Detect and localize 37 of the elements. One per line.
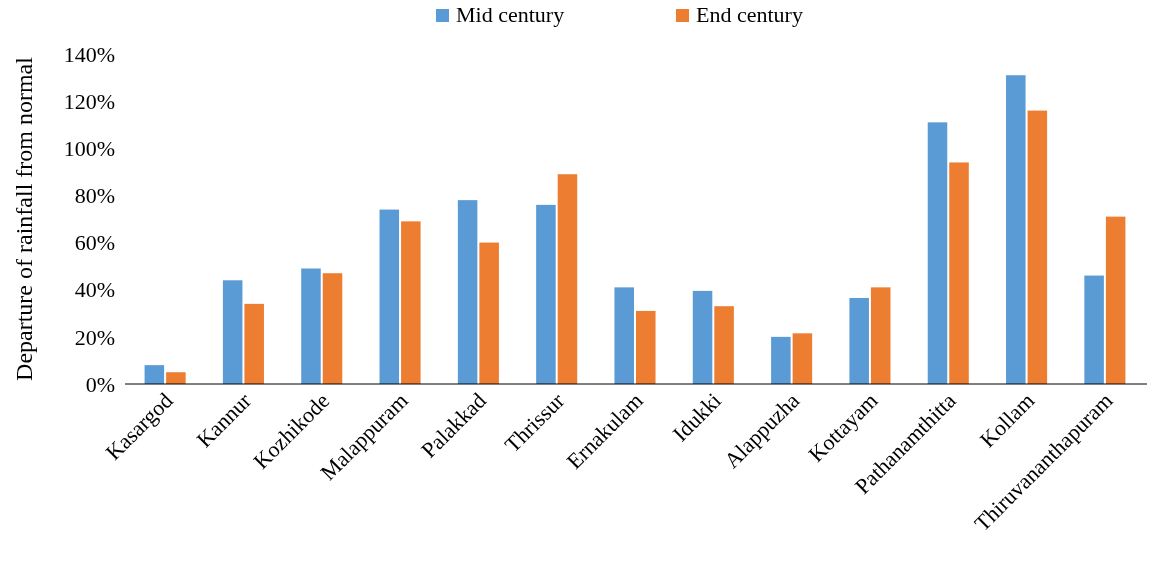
bar <box>222 280 243 384</box>
y-tick-label: 40% <box>74 277 115 303</box>
y-tick-label: 0% <box>85 371 115 397</box>
y-tick-label: 60% <box>74 230 115 256</box>
bar <box>379 209 400 384</box>
y-tick-label: 80% <box>74 183 115 209</box>
bar <box>244 303 264 384</box>
y-axis-title: Departure of rainfall from normal <box>11 56 37 381</box>
bar <box>771 336 791 384</box>
bar <box>692 290 713 384</box>
bar <box>301 268 321 384</box>
bar <box>870 287 891 384</box>
y-tick-label: 120% <box>63 88 115 114</box>
bar <box>1027 110 1048 384</box>
bar <box>927 122 948 384</box>
y-tick-label: 100% <box>63 135 115 161</box>
y-tick-label: 20% <box>74 324 115 350</box>
bar <box>536 204 556 384</box>
bar <box>636 310 656 384</box>
bar <box>849 297 869 384</box>
y-tick-label: 140% <box>63 41 115 67</box>
bar <box>457 200 478 384</box>
bar <box>614 287 634 384</box>
bar <box>1006 75 1026 384</box>
bar <box>322 273 343 384</box>
bar <box>166 372 186 384</box>
bar <box>714 306 734 384</box>
bar <box>479 242 499 384</box>
legend-label: Mid century <box>456 2 565 27</box>
bar <box>949 162 969 384</box>
bar <box>1105 216 1126 384</box>
bar <box>792 333 813 384</box>
bar <box>1084 275 1104 384</box>
bar <box>144 365 165 384</box>
bar <box>401 221 421 384</box>
legend-label: End century <box>696 2 803 27</box>
bar <box>557 174 578 384</box>
